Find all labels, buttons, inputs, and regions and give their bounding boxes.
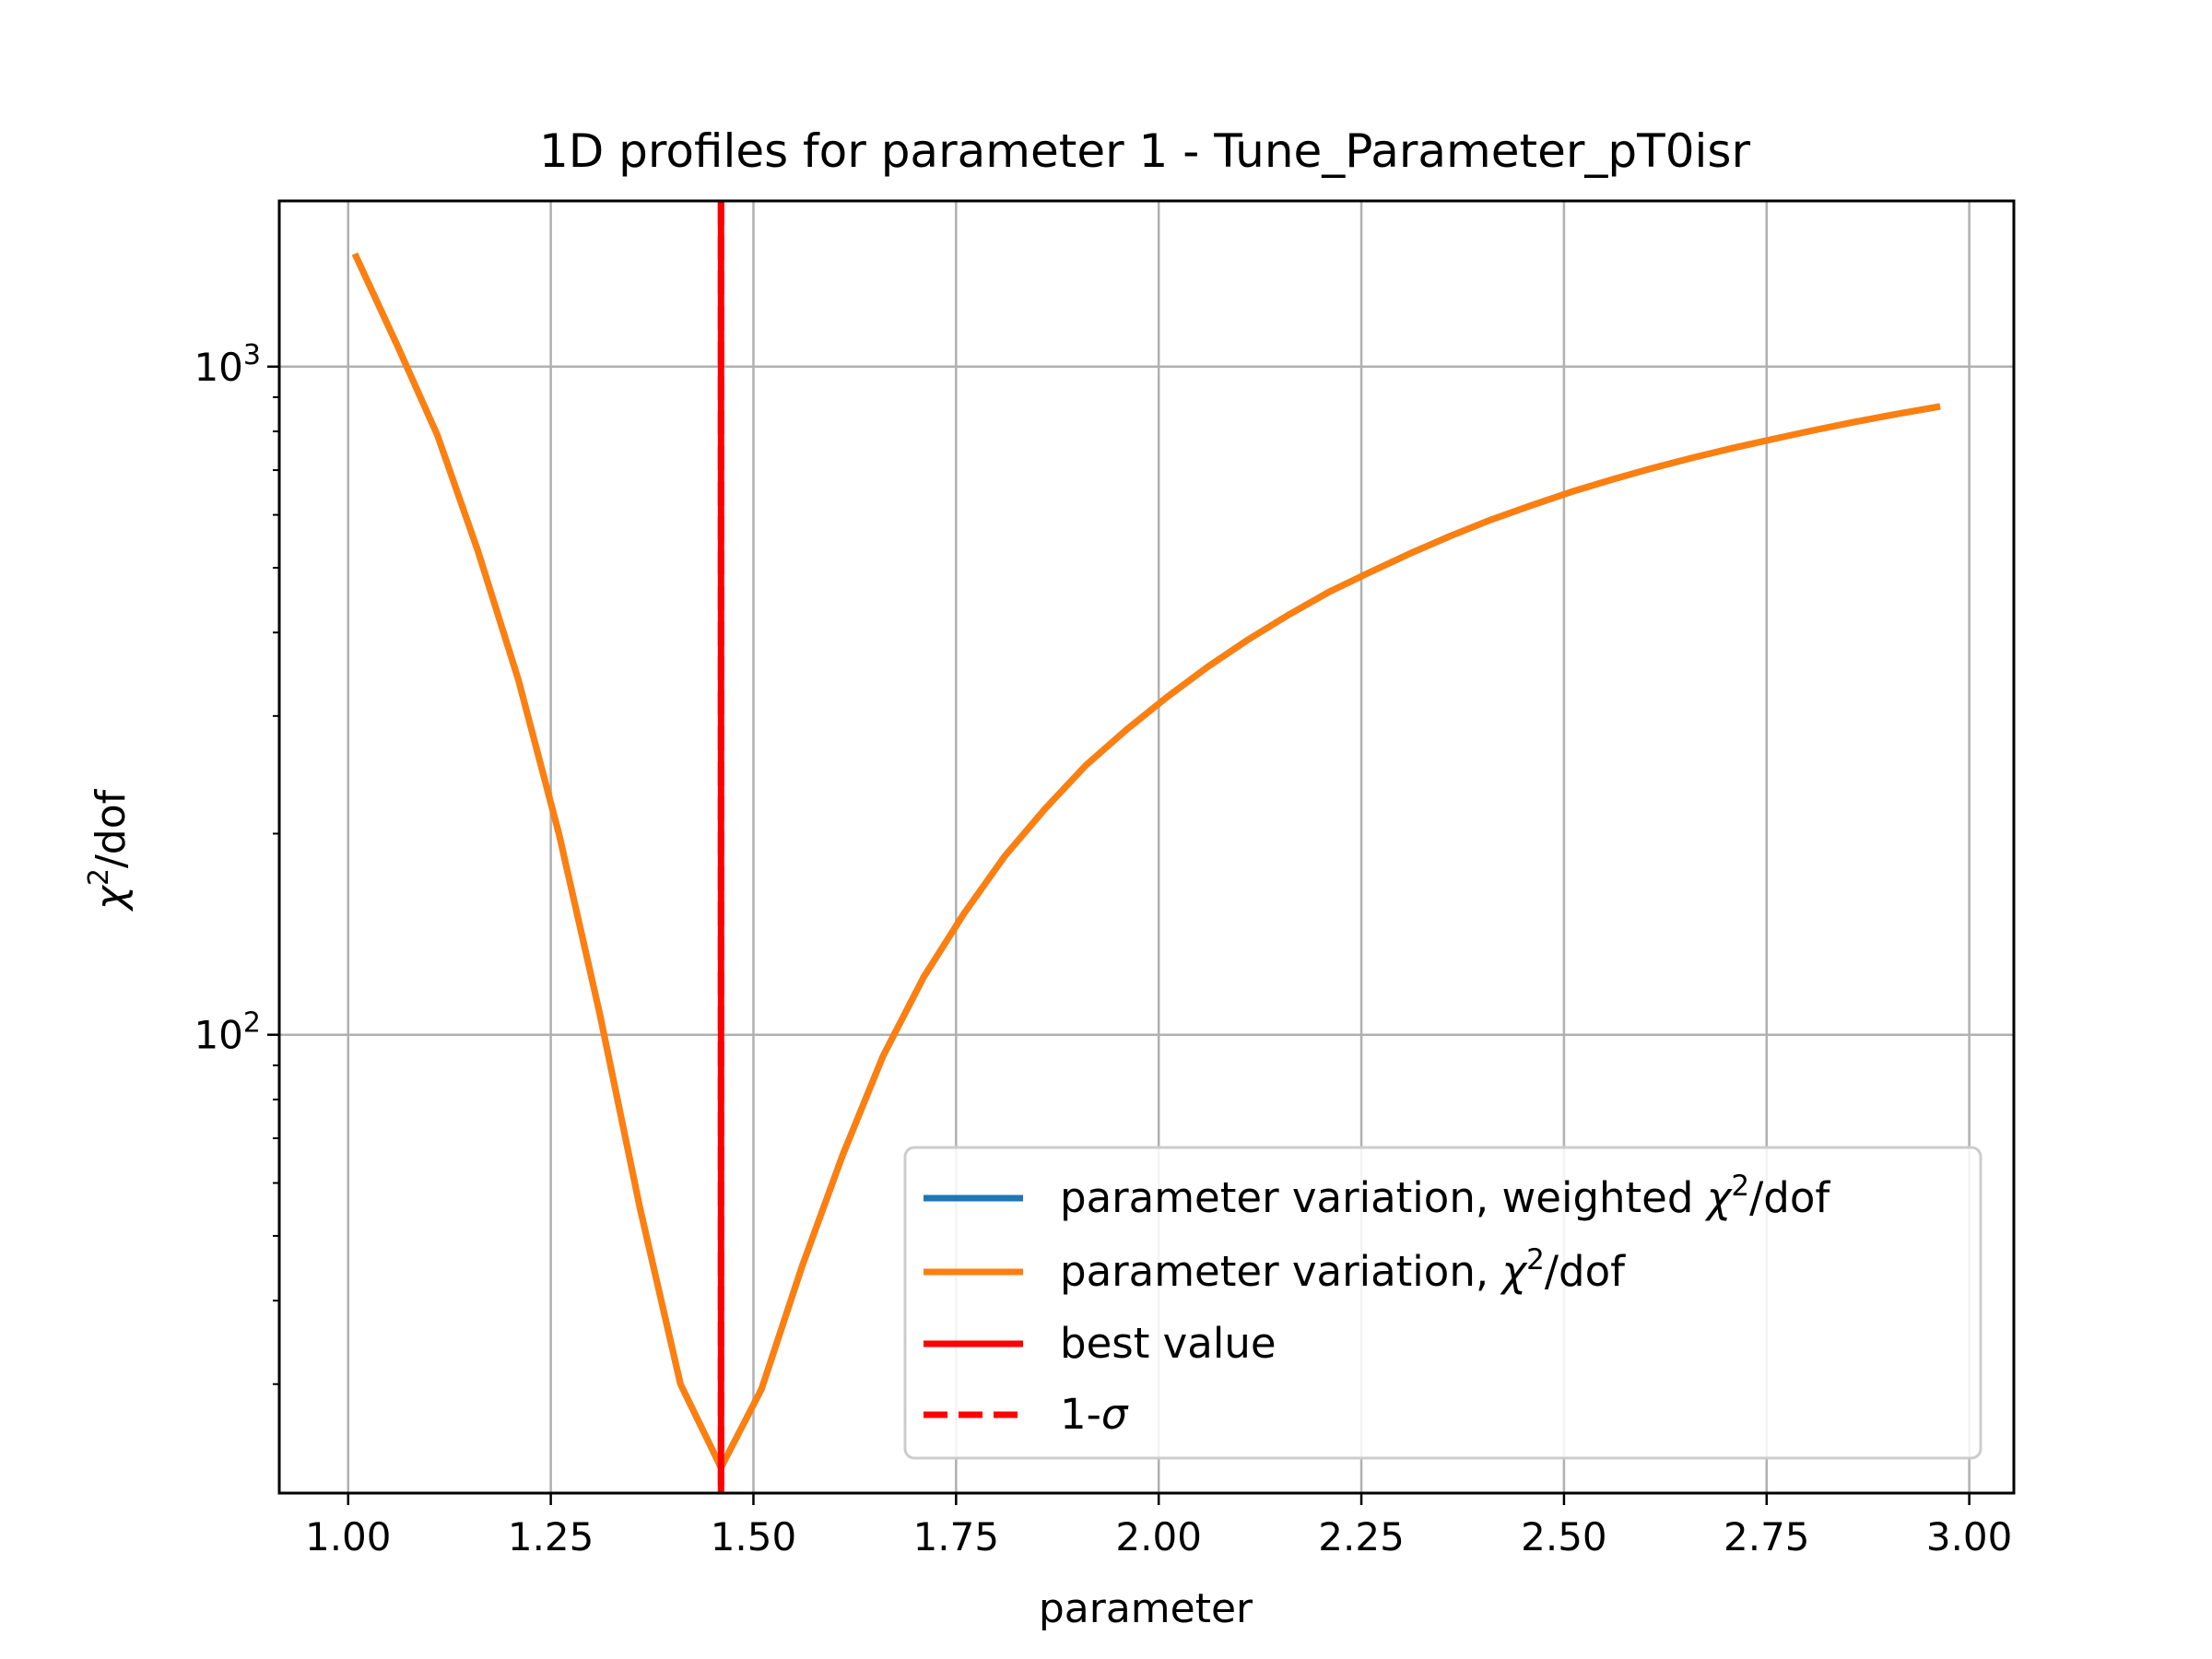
legend-sigma-pre: 1-: [1060, 1390, 1101, 1439]
legend-label-best-value: best value: [1060, 1319, 1277, 1368]
legend-unweighted-sup: 2: [1526, 1243, 1545, 1277]
y-axis-label-chi: χ: [88, 884, 135, 912]
x-tick-label: 1.00: [305, 1514, 392, 1559]
legend-label-weighted: parameter variation, weighted χ2/dof: [1060, 1170, 1830, 1222]
legend-label-unweighted: parameter variation, χ2/dof: [1060, 1243, 1626, 1296]
legend-weighted-sup: 2: [1731, 1170, 1749, 1203]
series-line-1: [351, 252, 1941, 1471]
x-tick-label: 2.50: [1521, 1514, 1607, 1559]
y-axis-label: χ2/dof: [83, 788, 135, 912]
legend-unweighted-post: /dof: [1545, 1247, 1626, 1296]
y-axis-label-sup: 2: [83, 868, 115, 886]
y-axis-ticks: 102 103: [194, 339, 279, 1385]
axes-frame: [277, 199, 2016, 1495]
chart-title: 1D profiles for parameter 1 - Tune_Param…: [539, 124, 1750, 178]
x-tick-label: 2.00: [1115, 1514, 1202, 1559]
x-tick-label: 2.25: [1318, 1514, 1405, 1559]
y-axis-label-rest: /dof: [88, 788, 135, 868]
legend-sigma-symbol: σ: [1101, 1390, 1129, 1439]
x-axis-label: parameter: [1039, 1585, 1253, 1632]
x-axis-ticks: 1.00 1.25 1.50 1.75 2.00 2.25 2.50 2.75 3.00: [305, 1493, 2012, 1559]
legend-box: [903, 1146, 1983, 1460]
grid: [279, 201, 2014, 1493]
x-tick-label: 1.25: [508, 1514, 594, 1559]
x-tick-label: 2.75: [1724, 1514, 1810, 1559]
x-tick-label: 1.50: [711, 1514, 797, 1559]
legend-unweighted-pre: parameter variation,: [1060, 1247, 1501, 1296]
series-group: [351, 252, 1941, 1471]
x-tick-label: 3.00: [1926, 1514, 2013, 1559]
legend-weighted-post: /dof: [1749, 1173, 1830, 1222]
x-tick-label: 1.75: [913, 1514, 1000, 1559]
legend-label-1-sigma: 1-σ: [1060, 1390, 1129, 1439]
legend-weighted-pre: parameter variation, weighted: [1060, 1173, 1707, 1222]
legend-unweighted-chi: χ: [1500, 1247, 1527, 1296]
legend-weighted-chi: χ: [1705, 1173, 1733, 1222]
legend: parameter variation, weighted χ2/dof par…: [903, 1146, 1983, 1460]
y-tick-label: 102: [194, 1007, 261, 1058]
y-tick-label: 103: [194, 339, 261, 390]
